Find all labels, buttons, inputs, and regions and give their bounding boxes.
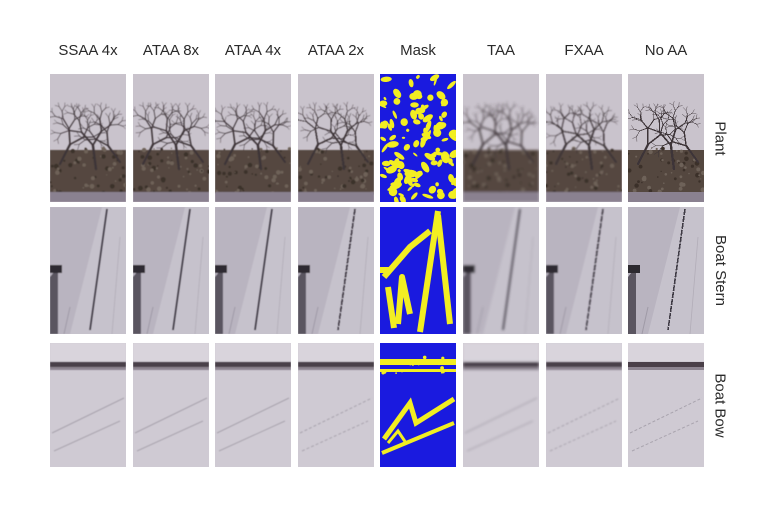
tile-bow-ssaa4 [50,343,126,467]
column-header-ataa4: ATAA 4x [224,42,282,59]
row-label-text: Plant [711,120,729,156]
column-header-taa: TAA [486,42,516,59]
column-header-ataa8: ATAA 8x [142,42,200,59]
tile-bow-fxaa [546,343,622,467]
tile-stern-noaa [628,207,704,334]
tile-plant-fxaa [546,74,622,202]
render-image [546,207,622,334]
mask-image [380,207,456,334]
column-header-mask: Mask [400,42,436,59]
render-image [215,207,291,334]
render-image [133,74,209,202]
render-image [133,343,209,467]
mask-image [380,74,456,202]
tile-stern-taa [463,207,539,334]
render-image [215,343,291,467]
tile-bow-ataa4 [215,343,291,467]
render-image [133,207,209,334]
mask-image [380,343,456,467]
tile-stern-mask [380,207,456,334]
render-image [298,207,374,334]
tile-bow-ataa8 [133,343,209,467]
tile-plant-ssaa4 [50,74,126,202]
row-label-text: Boat Stern [711,235,729,306]
tile-stern-ataa8 [133,207,209,334]
tile-stern-ssaa4 [50,207,126,334]
tile-plant-taa [463,74,539,202]
row-label-text: Boat Bow [711,372,729,438]
column-header-ataa2: ATAA 2x [307,42,365,59]
tile-bow-ataa2 [298,343,374,467]
tile-plant-ataa2 [298,74,374,202]
render-image [215,74,291,202]
render-image [546,343,622,467]
render-image [463,343,539,467]
column-header-noaa: No AA [644,42,688,59]
column-header-ssaa4: SSAA 4x [58,42,118,59]
render-image [628,207,704,334]
column-header-fxaa: FXAA [564,42,604,59]
tile-stern-ataa2 [298,207,374,334]
render-image [463,207,539,334]
render-image [463,74,539,202]
tile-bow-noaa [628,343,704,467]
tile-stern-fxaa [546,207,622,334]
tile-bow-taa [463,343,539,467]
tile-stern-ataa4 [215,207,291,334]
render-image [628,343,704,467]
render-image [50,343,126,467]
render-image [50,74,126,202]
render-image [50,207,126,334]
render-image [546,74,622,202]
tile-plant-ataa4 [215,74,291,202]
render-image [628,74,704,202]
tile-plant-mask [380,74,456,202]
tile-plant-ataa8 [133,74,209,202]
render-image [298,74,374,202]
tile-plant-noaa [628,74,704,202]
tile-bow-mask [380,343,456,467]
render-image [298,343,374,467]
